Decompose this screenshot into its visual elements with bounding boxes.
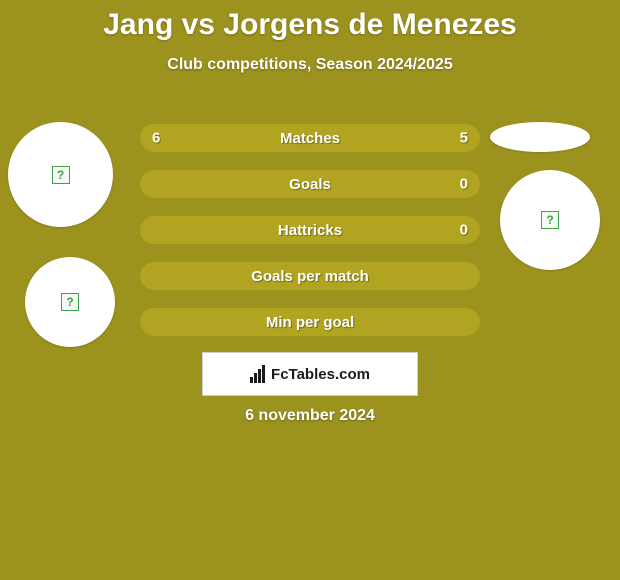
stat-bars: 6 Matches 5 Goals 0 Hattricks 0 Goals pe… <box>140 124 480 354</box>
image-placeholder-icon: ? <box>52 166 70 184</box>
bar-chart-icon <box>250 365 265 383</box>
source-text: FcTables.com <box>271 366 370 383</box>
stat-label: Min per goal <box>266 314 354 331</box>
stat-bar: Goals per match <box>140 262 480 290</box>
stat-bar: Goals 0 <box>140 170 480 198</box>
source-attribution: FcTables.com <box>202 352 418 396</box>
stat-label: Goals per match <box>251 268 369 285</box>
stat-bar: Hattricks 0 <box>140 216 480 244</box>
stat-label: Hattricks <box>278 222 342 239</box>
stat-bar: 6 Matches 5 <box>140 124 480 152</box>
page-title: Jang vs Jorgens de Menezes <box>0 0 620 42</box>
player-photo-right-2: ? <box>500 170 600 270</box>
subtitle: Club competitions, Season 2024/2025 <box>0 56 620 74</box>
player-photo-left-2: ? <box>25 257 115 347</box>
player-photo-right-1 <box>490 122 590 152</box>
stat-bar: Min per goal <box>140 308 480 336</box>
image-placeholder-icon: ? <box>541 211 559 229</box>
stat-right-value: 0 <box>460 222 468 239</box>
stat-right-value: 5 <box>460 130 468 147</box>
stat-label: Matches <box>280 130 340 147</box>
stat-right-value: 0 <box>460 176 468 193</box>
date-label: 6 november 2024 <box>245 407 375 425</box>
stat-left-value: 6 <box>152 130 160 147</box>
image-placeholder-icon: ? <box>61 293 79 311</box>
player-photo-left-1: ? <box>8 122 113 227</box>
infographic-root: Jang vs Jorgens de Menezes Club competit… <box>0 0 620 580</box>
stat-label: Goals <box>289 176 331 193</box>
